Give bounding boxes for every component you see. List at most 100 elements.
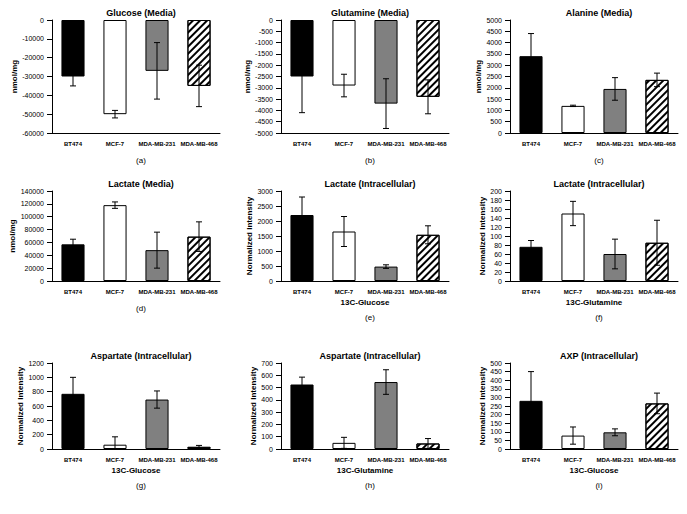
svg-text:MCF-7: MCF-7: [106, 141, 125, 147]
svg-text:-40000: -40000: [22, 92, 44, 99]
svg-text:MDA-MB-231: MDA-MB-231: [367, 289, 405, 295]
svg-text:400: 400: [490, 377, 502, 384]
svg-text:4500: 4500: [486, 28, 502, 35]
svg-text:Lactate (Intracellular): Lactate (Intracellular): [553, 179, 644, 189]
svg-text:MCF-7: MCF-7: [335, 457, 354, 463]
svg-text:4000: 4000: [486, 39, 502, 46]
svg-text:20: 20: [494, 269, 502, 276]
svg-text:200: 200: [490, 411, 502, 418]
svg-text:1500: 1500: [486, 96, 502, 103]
svg-text:0: 0: [40, 446, 44, 453]
svg-text:MCF-7: MCF-7: [564, 289, 583, 295]
svg-text:MDA-MB-468: MDA-MB-468: [409, 289, 447, 295]
svg-text:13C-Glucose: 13C-Glucose: [570, 466, 619, 475]
svg-text:2000: 2000: [257, 218, 273, 225]
svg-text:120000: 120000: [21, 200, 44, 207]
svg-text:Alanine (Media): Alanine (Media): [566, 8, 633, 18]
svg-text:140: 140: [490, 215, 502, 222]
svg-text:MDA-MB-468: MDA-MB-468: [180, 289, 218, 295]
svg-text:0: 0: [269, 446, 273, 453]
svg-text:500: 500: [490, 118, 502, 125]
svg-text:40: 40: [494, 260, 502, 267]
svg-text:Lactate (Media): Lactate (Media): [108, 179, 174, 189]
svg-text:MDA-MB-468: MDA-MB-468: [180, 457, 218, 463]
svg-text:Normalized Intensity: Normalized Intensity: [249, 366, 258, 445]
svg-text:MDA-MB-231: MDA-MB-231: [138, 457, 176, 463]
svg-text:50: 50: [494, 437, 502, 444]
svg-text:BT474: BT474: [64, 141, 83, 147]
svg-text:160: 160: [490, 206, 502, 213]
svg-text:nmol/mg: nmol/mg: [474, 60, 483, 93]
svg-text:1500: 1500: [257, 233, 273, 240]
svg-text:MDA-MB-468: MDA-MB-468: [409, 141, 447, 147]
svg-text:(i): (i): [595, 481, 602, 490]
svg-text:100: 100: [261, 433, 273, 440]
svg-text:MDA-MB-468: MDA-MB-468: [180, 141, 218, 147]
svg-text:nmol/mg: nmol/mg: [243, 60, 252, 93]
svg-text:-20000: -20000: [22, 54, 44, 61]
svg-text:2000: 2000: [486, 84, 502, 91]
svg-text:MCF-7: MCF-7: [106, 289, 125, 295]
svg-text:BT474: BT474: [64, 457, 83, 463]
svg-text:-500: -500: [259, 28, 273, 35]
svg-text:Lactate (Intracellular): Lactate (Intracellular): [324, 179, 415, 189]
svg-text:BT474: BT474: [293, 141, 312, 147]
svg-text:-10000: -10000: [22, 35, 44, 42]
svg-text:150: 150: [490, 420, 502, 427]
svg-text:13C-Glucose: 13C-Glucose: [341, 298, 390, 307]
svg-text:700: 700: [261, 360, 273, 367]
svg-text:60000: 60000: [25, 239, 45, 246]
svg-text:Aspartate (Intracellular): Aspartate (Intracellular): [319, 351, 420, 361]
svg-text:(h): (h): [365, 481, 375, 490]
svg-text:500: 500: [490, 360, 502, 367]
svg-text:80: 80: [494, 242, 502, 249]
svg-text:5000: 5000: [486, 17, 502, 24]
svg-text:(g): (g): [136, 481, 146, 490]
svg-text:-2000: -2000: [255, 62, 273, 69]
svg-text:MDA-MB-468: MDA-MB-468: [638, 457, 676, 463]
svg-text:400: 400: [261, 396, 273, 403]
svg-text:500: 500: [261, 263, 273, 270]
svg-text:MDA-MB-231: MDA-MB-231: [596, 141, 634, 147]
svg-text:100000: 100000: [21, 213, 44, 220]
svg-text:0: 0: [498, 130, 502, 137]
svg-text:MDA-MB-468: MDA-MB-468: [638, 141, 676, 147]
svg-text:(c): (c): [594, 156, 604, 165]
svg-text:BT474: BT474: [293, 457, 312, 463]
svg-text:BT474: BT474: [522, 141, 541, 147]
svg-text:MDA-MB-231: MDA-MB-231: [138, 289, 176, 295]
svg-text:nmol/mg: nmol/mg: [10, 60, 19, 93]
svg-text:0: 0: [498, 446, 502, 453]
svg-text:-60000: -60000: [22, 130, 44, 137]
svg-text:600: 600: [32, 403, 44, 410]
svg-text:13C-Glutamine: 13C-Glutamine: [566, 298, 623, 307]
svg-text:MCF-7: MCF-7: [335, 289, 354, 295]
svg-text:1000: 1000: [28, 374, 44, 381]
svg-text:400: 400: [32, 417, 44, 424]
svg-text:-4500: -4500: [255, 118, 273, 125]
svg-text:60: 60: [494, 251, 502, 258]
svg-text:BT474: BT474: [293, 289, 312, 295]
svg-text:2500: 2500: [486, 73, 502, 80]
svg-text:AXP (Intracellular): AXP (Intracellular): [560, 351, 638, 361]
svg-text:MDA-MB-231: MDA-MB-231: [367, 141, 405, 147]
svg-text:-3000: -3000: [255, 84, 273, 91]
svg-text:0: 0: [269, 17, 273, 24]
svg-text:(d): (d): [136, 304, 146, 313]
svg-text:-50000: -50000: [22, 111, 44, 118]
svg-text:MDA-MB-231: MDA-MB-231: [596, 289, 634, 295]
svg-text:100: 100: [490, 233, 502, 240]
svg-text:MCF-7: MCF-7: [106, 457, 125, 463]
svg-text:Normalized Intensity: Normalized Intensity: [16, 366, 25, 445]
svg-text:Normalized Intensity: Normalized Intensity: [478, 366, 487, 445]
svg-text:-5000: -5000: [255, 130, 273, 137]
svg-text:140000: 140000: [21, 188, 44, 195]
svg-text:MDA-MB-231: MDA-MB-231: [367, 457, 405, 463]
svg-text:300: 300: [261, 409, 273, 416]
svg-text:Glucose (Media): Glucose (Media): [106, 8, 176, 18]
svg-text:200: 200: [490, 188, 502, 195]
svg-text:450: 450: [490, 368, 502, 375]
svg-text:Glutamine (Media): Glutamine (Media): [331, 8, 409, 18]
svg-text:(e): (e): [365, 313, 375, 322]
svg-text:(f): (f): [595, 313, 603, 322]
